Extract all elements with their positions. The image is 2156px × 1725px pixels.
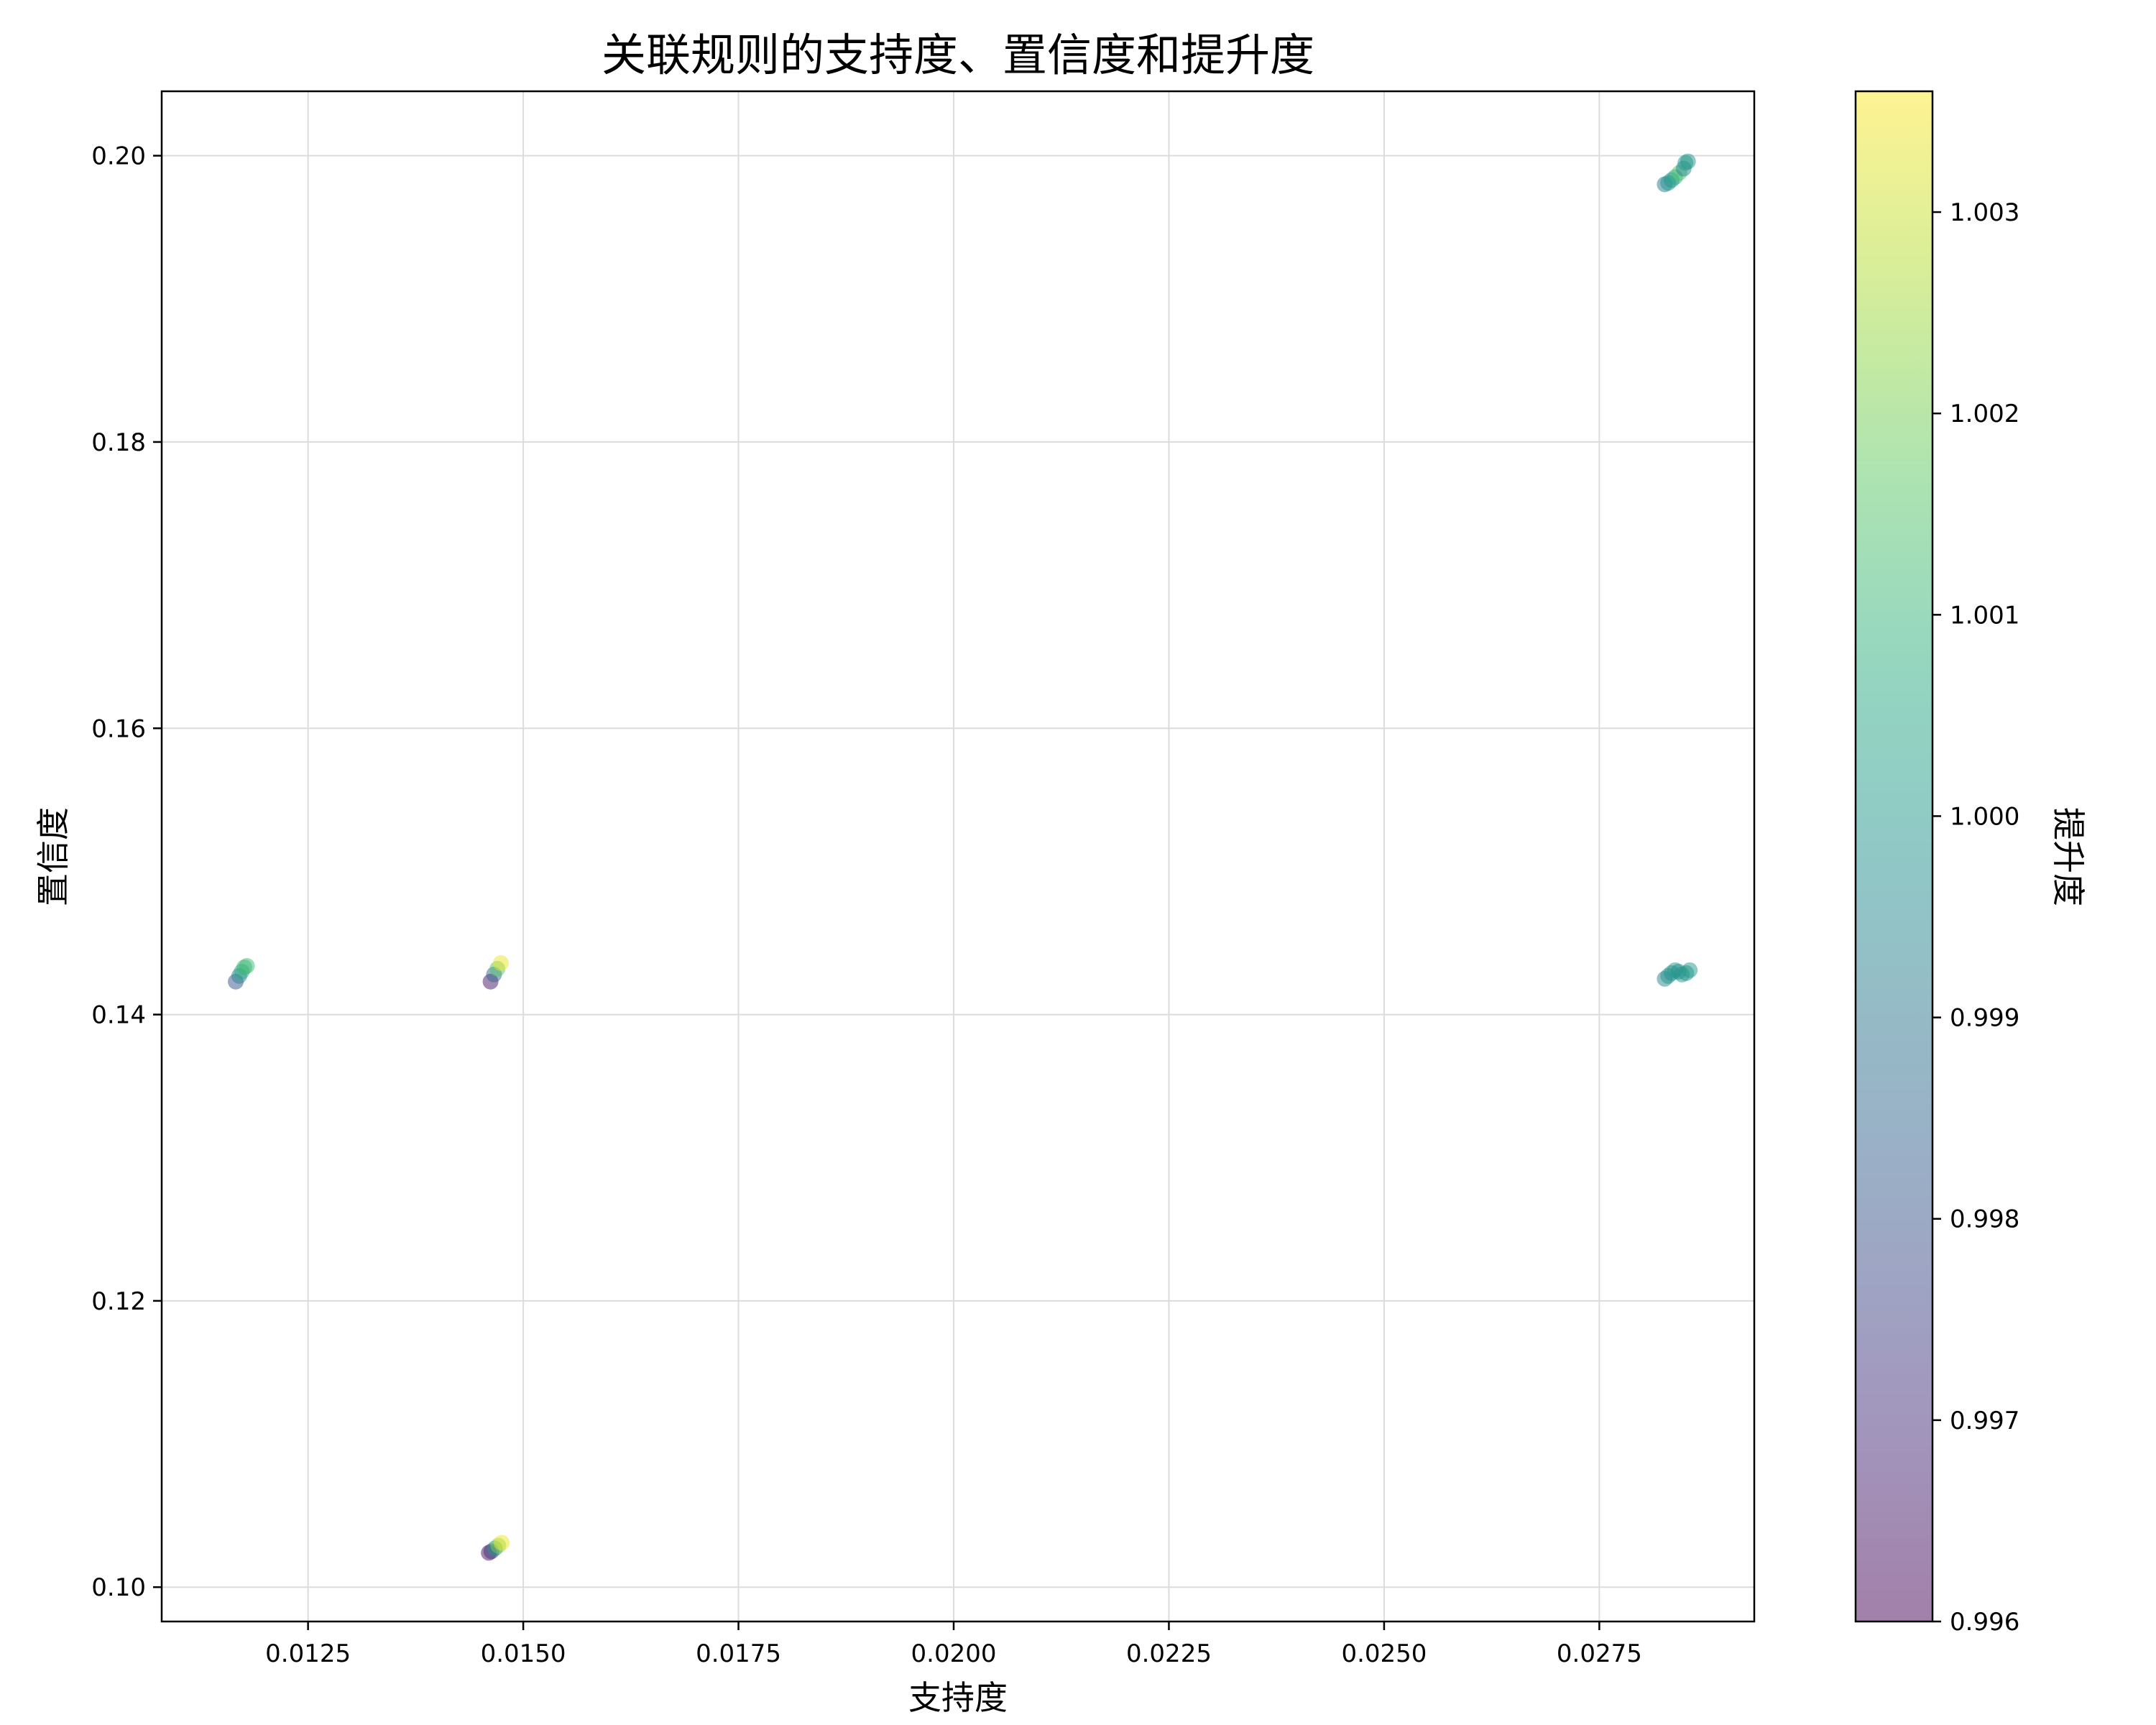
scatter-point — [1680, 153, 1696, 170]
x-tick-label: 0.0200 — [911, 1639, 997, 1668]
plot-frame — [160, 90, 1756, 1623]
y-tick-label: 0.10 — [91, 1573, 146, 1602]
colorbar-tick-label: 0.997 — [1950, 1407, 2019, 1435]
x-tick-label: 0.0125 — [265, 1639, 351, 1668]
x-axis-label: 支持度 — [908, 1678, 1008, 1717]
colorbar-tick-label: 0.998 — [1950, 1205, 2019, 1234]
x-tick-label: 0.0250 — [1341, 1639, 1427, 1668]
x-tick-label: 0.0275 — [1557, 1639, 1642, 1668]
y-tick-label: 0.14 — [91, 1001, 146, 1030]
x-axis-ticks: 0.0125 0.0150 0.0175 0.0200 0.0225 0.0250 0.02… — [265, 1622, 1642, 1668]
y-axis-label: 置信度 — [34, 807, 73, 906]
scatter-point — [1682, 962, 1698, 978]
y-tick-label: 0.18 — [91, 428, 146, 457]
scatter-point — [494, 1535, 510, 1551]
x-tick-label: 0.0175 — [696, 1639, 781, 1668]
colorbar-tick-label: 1.002 — [1950, 400, 2019, 428]
scatter-point — [239, 957, 255, 974]
x-tick-label: 0.0150 — [481, 1639, 566, 1668]
colorbar-tick-label: 1.000 — [1950, 802, 2019, 831]
colorbar-label: 提升度 — [2049, 807, 2088, 906]
grid-lines — [162, 91, 1754, 1622]
colorbar-tick-label: 0.999 — [1950, 1004, 2019, 1033]
scatter-points — [228, 153, 1698, 1561]
scatter-point — [492, 954, 509, 971]
chart-title: 关联规则的支持度、置信度和提升度 — [602, 29, 1314, 81]
colorbar-ticks: 0.996 0.997 0.998 0.999 1.000 1.001 1.002 1.003 — [1932, 198, 2019, 1637]
colorbar-tick-label: 1.003 — [1950, 198, 2019, 227]
y-tick-label: 0.12 — [91, 1287, 146, 1316]
colorbar — [1854, 90, 1934, 1623]
colorbar-tick-label: 0.996 — [1950, 1608, 2019, 1637]
colorbar-tick-label: 1.001 — [1950, 601, 2019, 630]
y-tick-label: 0.16 — [91, 714, 146, 743]
x-tick-label: 0.0225 — [1126, 1639, 1212, 1668]
y-tick-label: 0.20 — [91, 142, 146, 171]
y-axis-ticks: 0.10 0.12 0.14 0.16 0.18 0.20 — [91, 142, 162, 1602]
